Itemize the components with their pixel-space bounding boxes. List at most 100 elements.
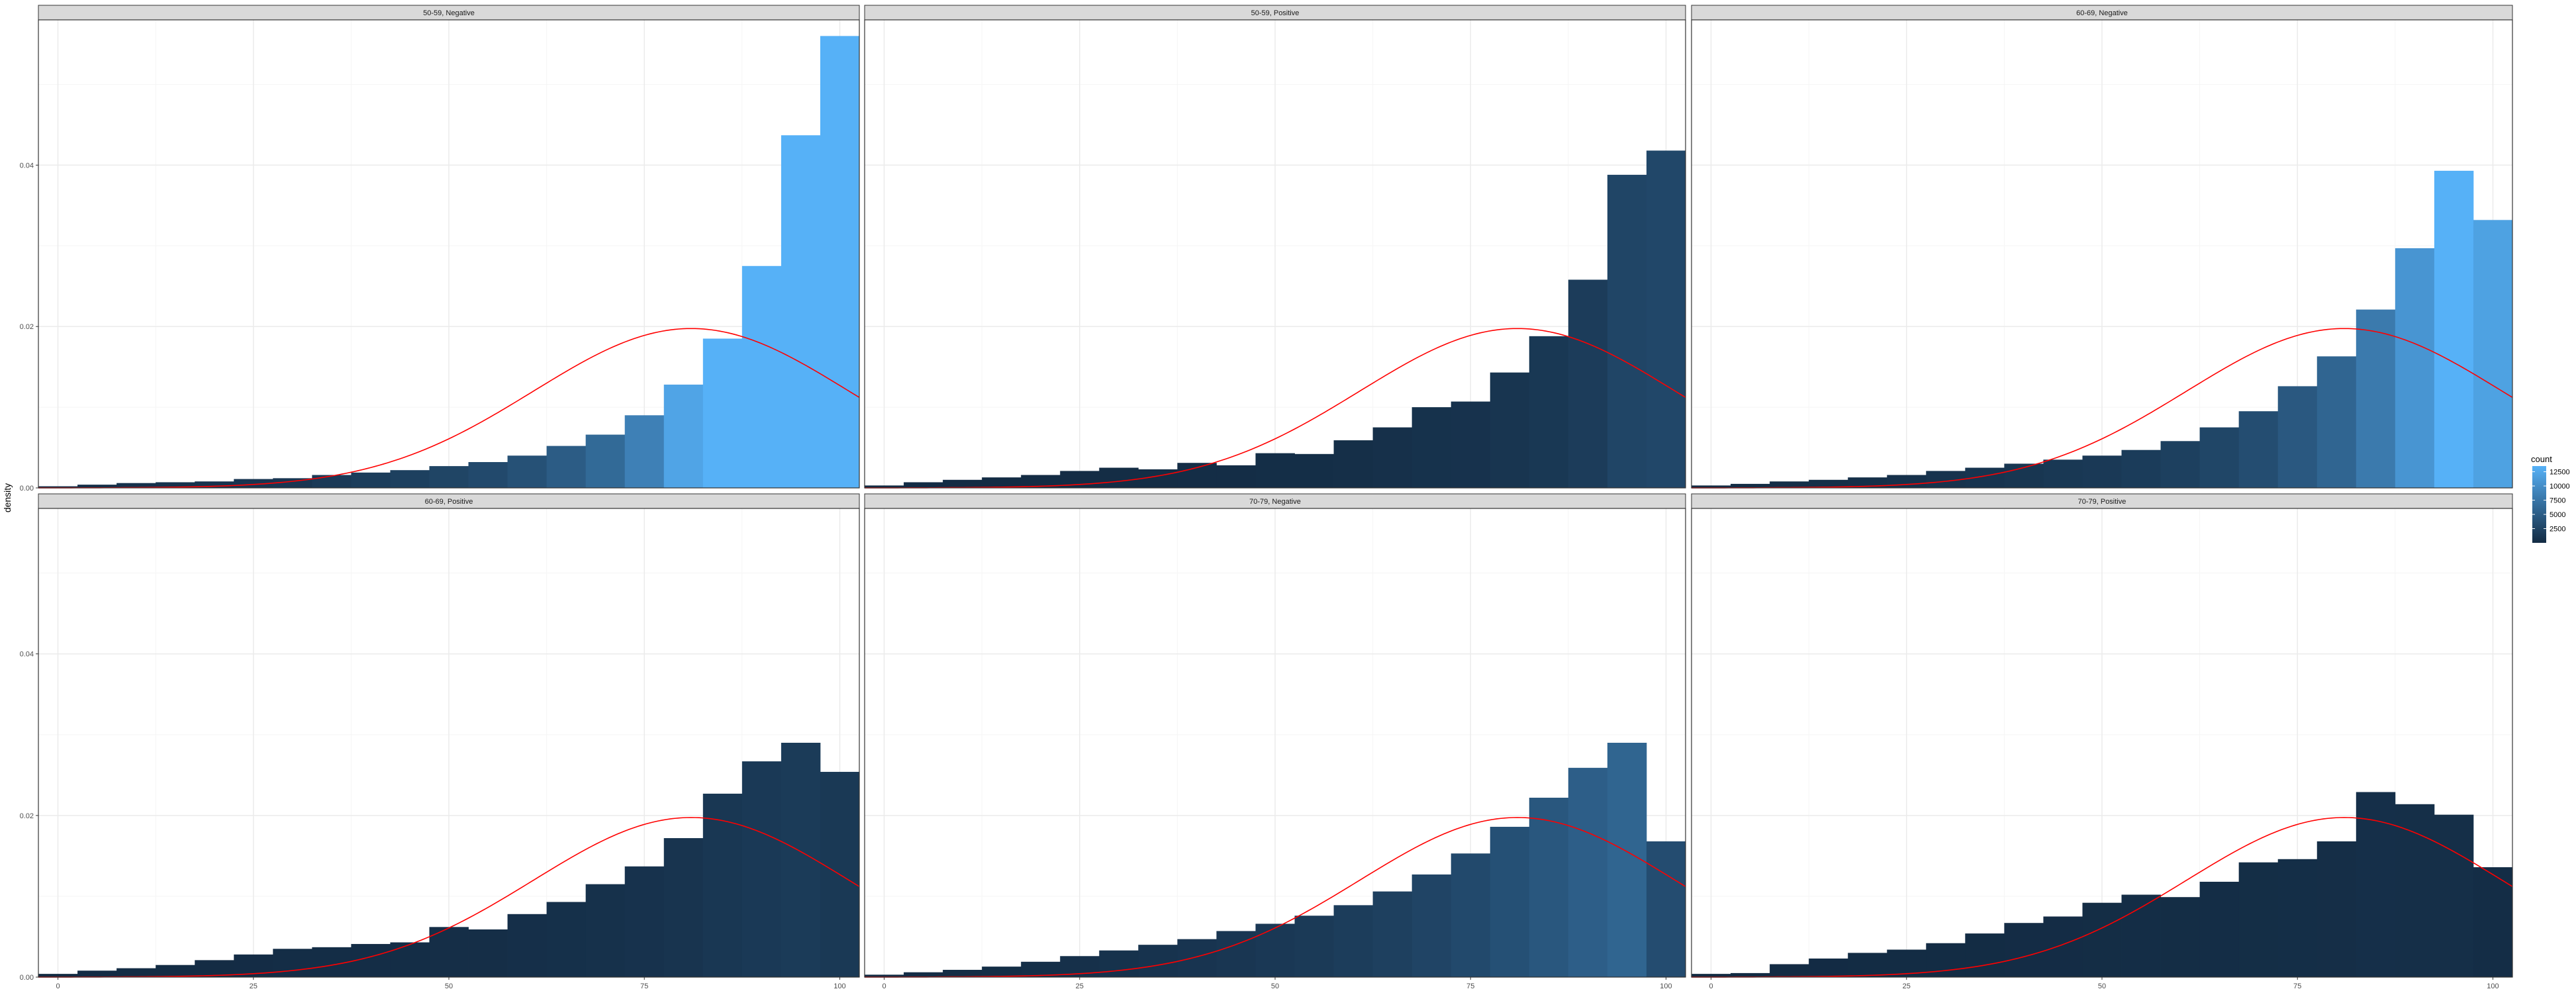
x-tick-label: 50 [2098,982,2106,990]
y-tick-label: 0.00 [20,974,34,982]
histogram-bar [546,902,587,977]
histogram-bar [2277,386,2318,488]
histogram-bar [1099,950,1139,977]
histogram-bar [2434,170,2474,488]
histogram-bar [77,485,117,488]
legend-label: 2500 [2550,526,2565,534]
x-tick-label: 0 [1709,982,1713,990]
facet-strip-label: 60-69, Negative [2076,9,2128,17]
histogram-bar [2199,427,2240,488]
histogram-bar [1692,485,1731,488]
legend-label: 5000 [2550,511,2565,519]
histogram-bar [1372,891,1413,977]
histogram-bar [1607,743,1647,977]
histogram-bar [943,479,982,488]
legend-label: 7500 [2550,497,2565,505]
normal-density-curve [865,817,1686,978]
histogram-bar [1646,841,1686,977]
histogram-bar [1333,905,1374,977]
histogram-bar [663,838,704,977]
x-tick-label: 100 [834,982,845,990]
histogram-bar [1731,483,1770,488]
histogram-bar [1216,931,1256,977]
histogram-bar [1607,175,1647,488]
histogram-bar [1333,440,1374,488]
histogram-bar [2277,859,2318,977]
normal-density-curve [38,328,860,489]
histogram-bar [2395,248,2435,488]
histogram-bar [273,949,312,977]
histogram-bar [234,479,273,488]
x-tick-label: 25 [1903,982,1911,990]
histogram-bar [429,927,469,977]
histogram-bar [1138,945,1178,977]
histogram-bar [2238,862,2279,977]
histogram-bar [2395,804,2435,977]
histogram-bar [1138,469,1178,488]
histogram-bar [1692,974,1731,977]
histogram-bar [1965,933,2005,977]
histogram-bar [507,455,548,488]
histogram-bar [1490,826,1530,977]
histogram-bar [1294,916,1334,977]
histogram-bar [2356,309,2396,488]
histogram-bar [2356,792,2396,977]
histogram-bar [702,338,743,488]
histogram-bar [1451,853,1491,977]
x-tick-label: 0 [56,982,60,990]
histogram-bar [2121,894,2161,977]
histogram-bar [1021,475,1061,488]
facet-panel: 70-79, Negative 0 25 50 75 100 [864,493,1686,990]
histogram-bar [429,466,469,488]
facet-strip-label: 60-69, Positive [425,498,473,506]
x-tick-label: 75 [640,982,648,990]
histogram-bar [2004,923,2044,977]
facet-panel: 50-59, Positive [864,5,1686,489]
y-tick-label: 0.02 [20,323,34,331]
histogram-bar [468,929,508,977]
histogram-bar [312,475,352,488]
histogram-bar [1529,798,1569,977]
facet-strip-label: 50-59, Negative [423,9,475,17]
histogram-bar [781,743,821,977]
histogram-bar [156,482,195,488]
histogram-bar [1177,463,1217,488]
histogram-bar [77,970,117,977]
histogram-bar [2160,897,2201,977]
histogram-bar [2082,455,2122,488]
facet-panel: 60-69, Positive 0.00 0.02 0.04 0 25 50 75 100 [20,493,860,990]
histogram-bar [195,960,234,977]
histogram-bar [982,967,1022,977]
normal-density-curve [865,328,1686,489]
histogram-bar [2043,459,2083,488]
histogram-bar [1646,150,1686,488]
legend-label: 12500 [2550,469,2570,477]
legend-title: count [2531,454,2552,464]
histogram-bar [1887,475,1927,488]
histogram-bar [2238,411,2279,488]
histogram-bar [943,970,982,977]
histogram-bar [1490,372,1530,488]
histogram-bar [585,434,626,488]
histogram-bar [1099,467,1139,488]
histogram-bar [2121,449,2161,488]
x-tick-label: 100 [2487,982,2499,990]
panel-border [1691,19,2513,489]
x-tick-label: 50 [445,982,453,990]
histogram-bar [390,470,430,488]
histogram-bar [1809,479,1848,488]
histogram-bar [1451,401,1491,488]
legend-colorbar [2532,466,2546,543]
histogram-bar [1848,953,1887,977]
histogram-bar [117,483,156,488]
facet-panel: 60-69, Negative [1691,5,2513,489]
histogram-bar [390,942,430,977]
facet-strip-label: 70-79, Positive [2078,498,2126,506]
histogram-bar [663,384,704,488]
histogram-bar [741,265,782,488]
panel-border [38,19,860,489]
histogram-bar [1294,453,1334,488]
x-tick-label: 100 [1660,982,1672,990]
histogram-bar [156,965,195,977]
histogram-bar [351,472,391,488]
